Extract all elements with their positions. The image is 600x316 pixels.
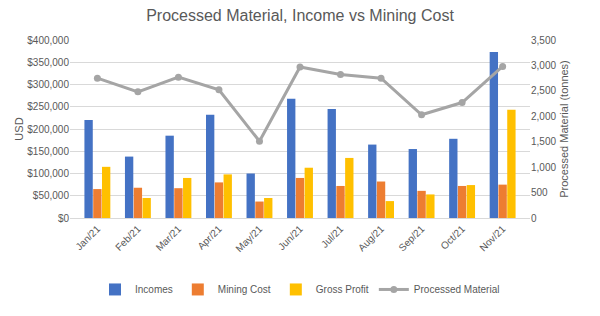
svg-text:Mining Cost: Mining Cost [218,284,271,295]
svg-text:Jun/21: Jun/21 [276,223,305,252]
svg-text:$400,000: $400,000 [27,35,69,46]
svg-text:$250,000: $250,000 [27,101,69,112]
svg-text:Sep/21: Sep/21 [396,223,426,253]
svg-text:$50,000: $50,000 [33,190,70,201]
svg-text:Mar/21: Mar/21 [154,223,184,253]
svg-text:Processed Material: Processed Material [414,284,500,295]
svg-text:2,500: 2,500 [531,85,556,96]
svg-text:$200,000: $200,000 [27,124,69,135]
svg-text:Incomes: Incomes [135,284,173,295]
svg-text:2,000: 2,000 [531,111,556,122]
svg-text:Nov/21: Nov/21 [477,223,507,253]
svg-text:1,500: 1,500 [531,136,556,147]
svg-text:USD: USD [13,117,25,140]
svg-text:$150,000: $150,000 [27,146,69,157]
svg-text:Oct/21: Oct/21 [438,223,467,252]
svg-text:$0: $0 [58,213,70,224]
svg-text:3,000: 3,000 [531,60,556,71]
svg-text:$350,000: $350,000 [27,57,69,68]
svg-text:Aug/21: Aug/21 [356,223,386,253]
svg-text:Jul/21: Jul/21 [319,223,346,250]
svg-text:Processed Material (tonnes): Processed Material (tonnes) [558,60,570,198]
svg-text:$300,000: $300,000 [27,79,69,90]
svg-text:$100,000: $100,000 [27,168,69,179]
svg-text:Processed Material, Income vs: Processed Material, Income vs Mining Cos… [146,7,454,24]
svg-text:May/21: May/21 [233,223,264,254]
svg-text:1,000: 1,000 [531,162,556,173]
svg-text:Apr/21: Apr/21 [195,223,224,252]
svg-text:Jan/21: Jan/21 [73,223,102,252]
svg-text:0: 0 [531,213,537,224]
svg-text:Gross Profit: Gross Profit [316,284,369,295]
svg-text:Feb/21: Feb/21 [113,223,143,253]
svg-text:3,500: 3,500 [531,35,556,46]
svg-text:500: 500 [531,187,548,198]
